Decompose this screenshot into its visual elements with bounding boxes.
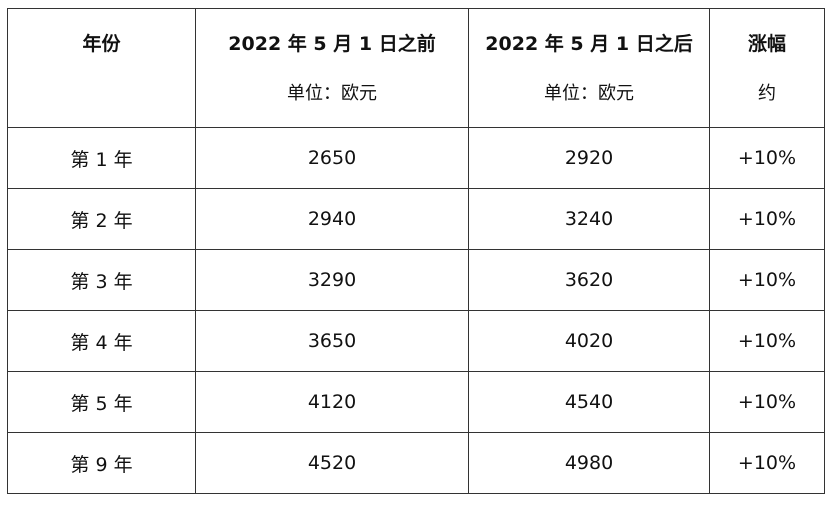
table-cell: +10% <box>709 371 825 433</box>
table-cell: 第 5 年 <box>7 371 196 433</box>
table-cell: 第 1 年 <box>7 127 196 189</box>
header-note: 约 <box>758 83 776 104</box>
fee-table: 年份 2022 年 5 月 1 日之前 单位：欧元 2022 年 5 月 1 日之后单… <box>7 8 825 494</box>
header-title: 年份 <box>82 33 121 55</box>
table-cell: 3650 <box>195 310 469 372</box>
header-title: 2022 年 5 月 1 日之后 <box>485 33 693 55</box>
table-cell: 2650 <box>195 127 469 189</box>
header-cell: 年份 <box>7 8 196 128</box>
header-note: 单位：欧元 <box>544 83 634 104</box>
header-title: 涨幅 <box>747 33 786 55</box>
table-row: 第 1 年 2650 2920 +10% <box>7 127 825 189</box>
table-cell: 4980 <box>468 432 710 494</box>
header-row: 年份 2022 年 5 月 1 日之前 单位：欧元 2022 年 5 月 1 日之后单… <box>7 8 825 128</box>
table-cell: +10% <box>709 127 825 189</box>
table-row: 第 4 年 3650 4020 +10% <box>7 310 825 372</box>
header-cell: 2022 年 5 月 1 日之后 单位：欧元 <box>468 8 710 128</box>
table-cell: 4540 <box>468 371 710 433</box>
table-cell: 4020 <box>468 310 710 372</box>
table-cell: +10% <box>709 249 825 311</box>
table-cell: +10% <box>709 310 825 372</box>
table-cell: 3240 <box>468 188 710 250</box>
table-cell: 3620 <box>468 249 710 311</box>
table-cell: 2940 <box>195 188 469 250</box>
table-cell: 第 4 年 <box>7 310 196 372</box>
table-cell: +10% <box>709 432 825 494</box>
header-title: 2022 年 5 月 1 日之前 <box>228 33 436 55</box>
table-cell: 3290 <box>195 249 469 311</box>
table-cell: 4520 <box>195 432 469 494</box>
table-cell: 第 2 年 <box>7 188 196 250</box>
table-cell: 2920 <box>468 127 710 189</box>
table-row: 第 5 年 4120 4540 +10% <box>7 371 825 433</box>
table-cell: 4120 <box>195 371 469 433</box>
table-cell: +10% <box>709 188 825 250</box>
header-cell: 涨幅约 <box>709 8 825 128</box>
table-row: 第 3 年 3290 3620 +10% <box>7 249 825 311</box>
table-row: 第 9 年 4520 4980 +10% <box>7 432 825 494</box>
table-row: 第 2 年 2940 3240 +10% <box>7 188 825 250</box>
table-cell: 第 3 年 <box>7 249 196 311</box>
table-cell: 第 9 年 <box>7 432 196 494</box>
header-cell: 2022 年 5 月 1 日之前 单位：欧元 <box>195 8 469 128</box>
header-note: 单位：欧元 <box>287 83 377 104</box>
